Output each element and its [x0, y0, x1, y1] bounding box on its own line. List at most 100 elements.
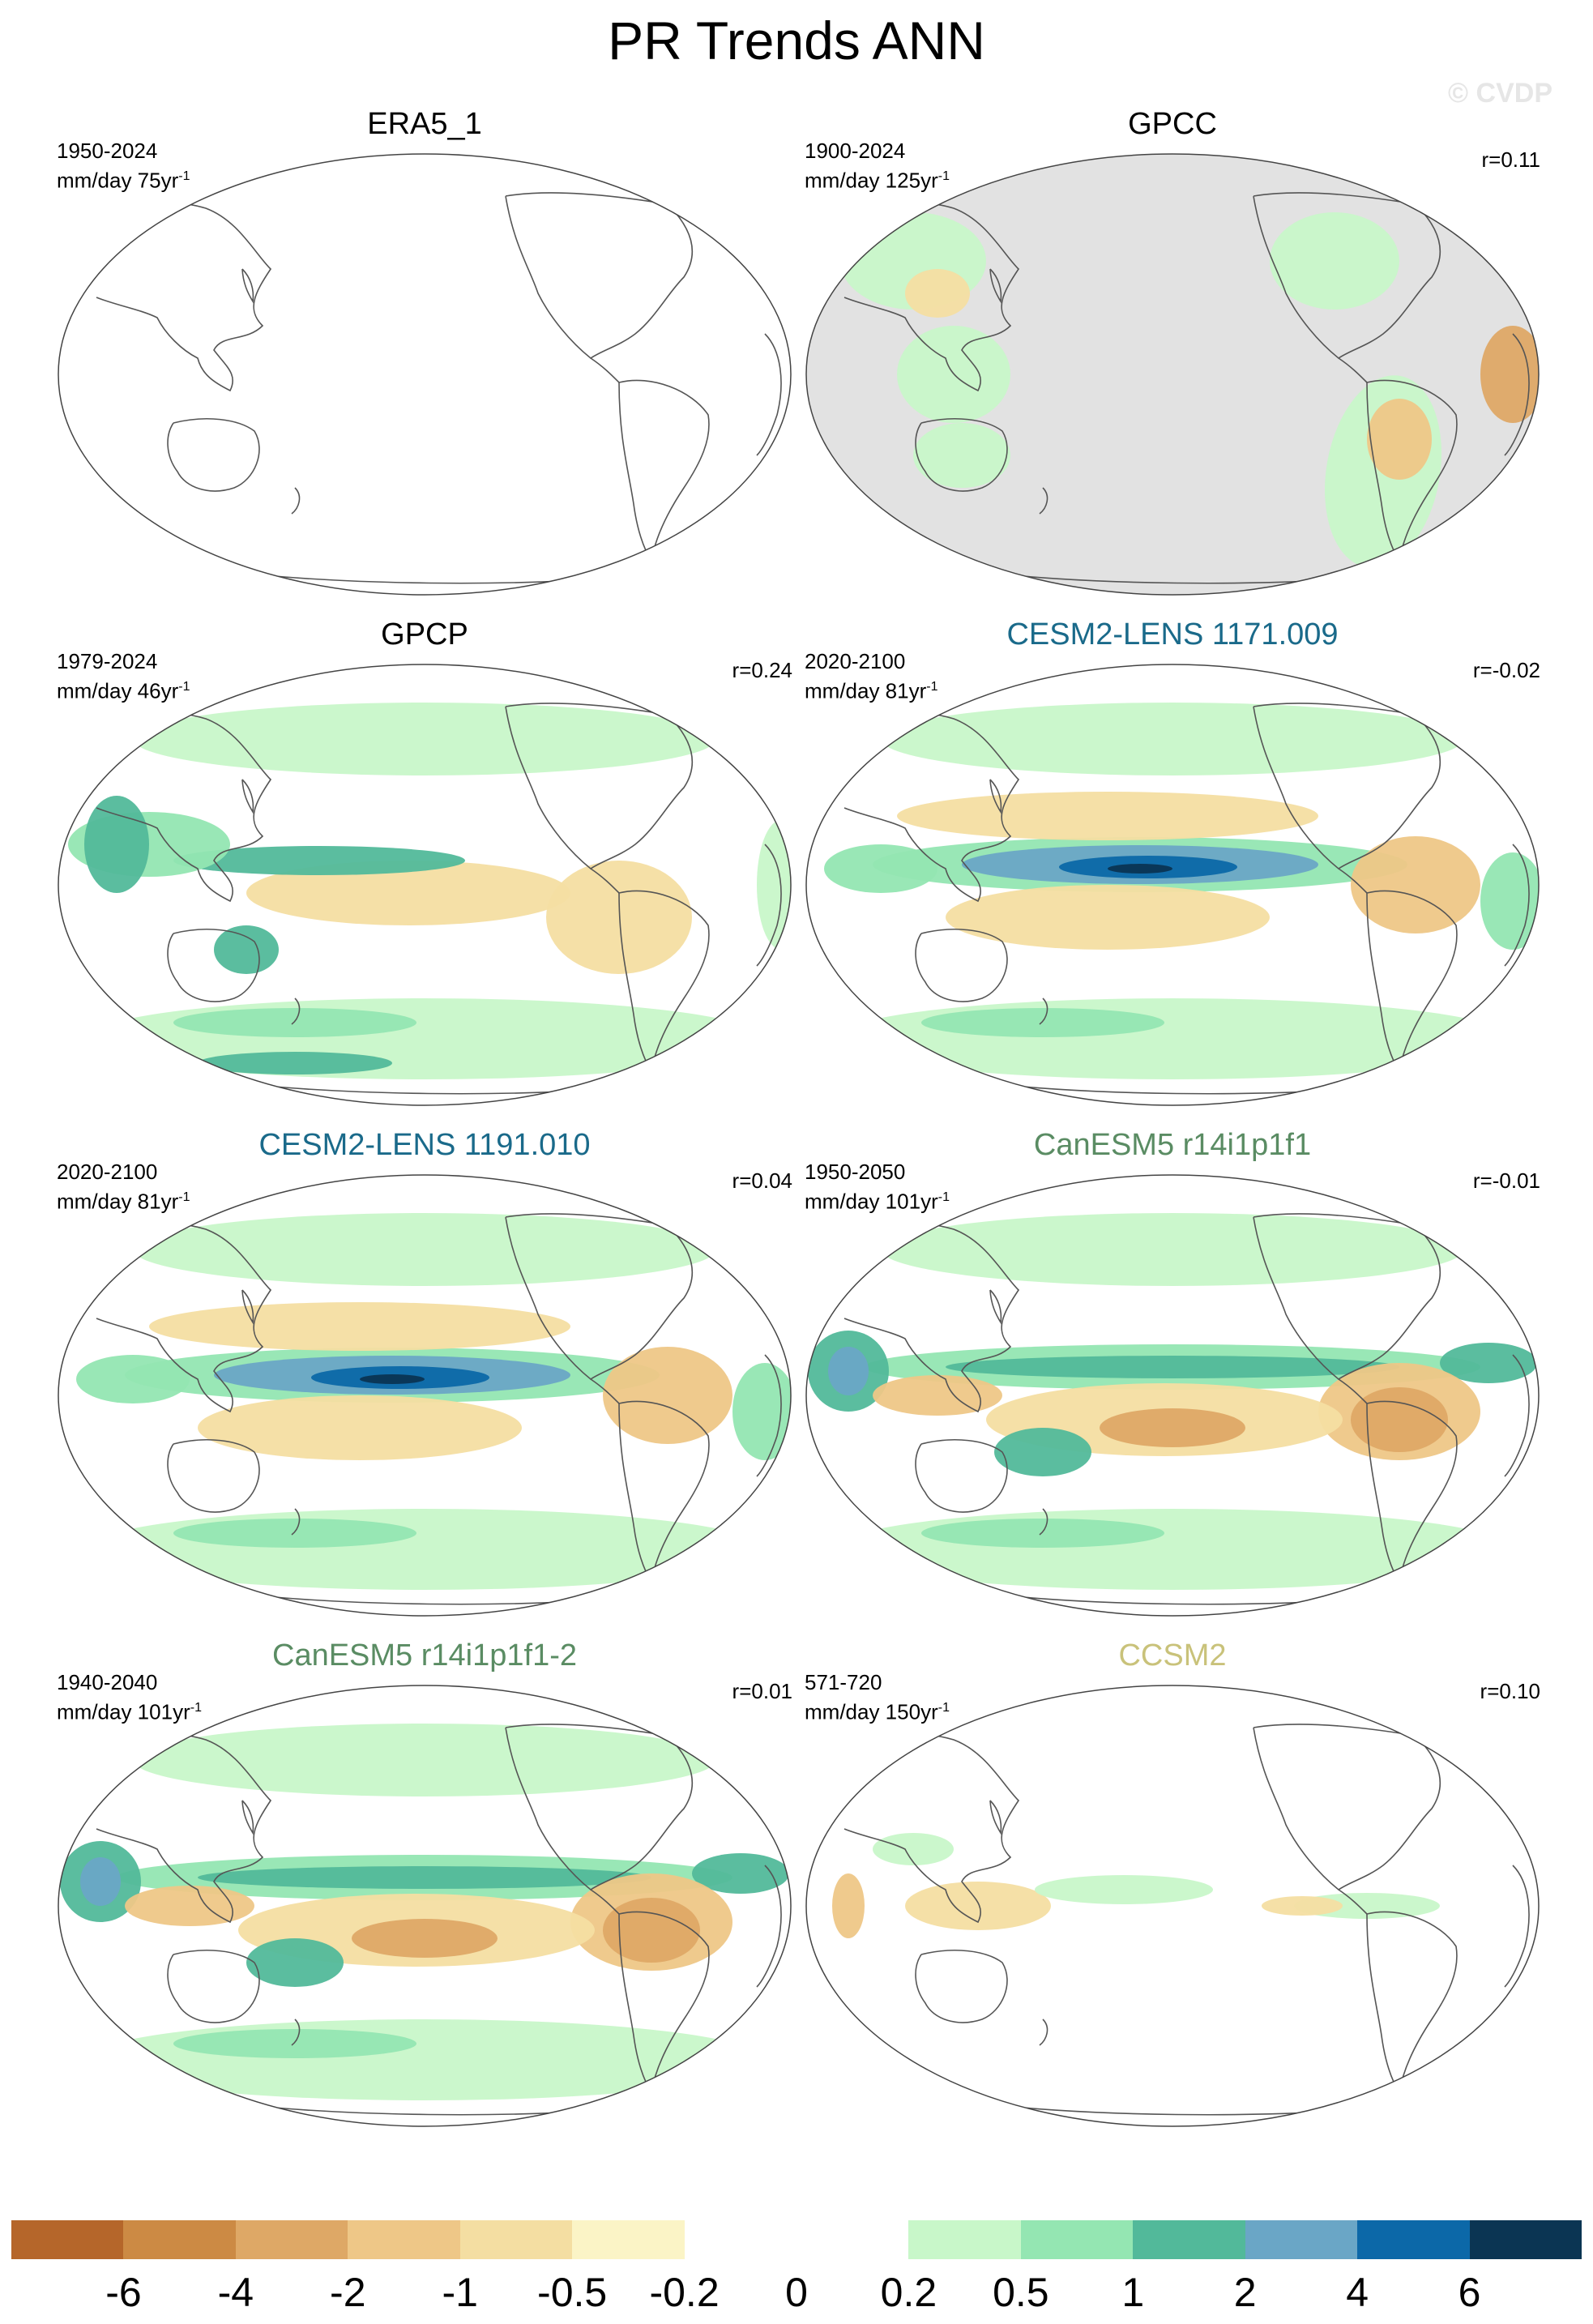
panel-units: mm/day 75yr-1 [57, 168, 190, 193]
pattern-correlation: r=-0.01 [1472, 1168, 1540, 1193]
coastline [505, 703, 694, 869]
coastline [715, 1206, 759, 1237]
precip-trend-region [832, 1509, 1513, 1590]
coastline [1253, 1213, 1441, 1380]
coastline [1463, 1716, 1507, 1748]
precip-trend-region [832, 1873, 865, 1938]
coastline [1253, 192, 1441, 359]
world-map [58, 1685, 792, 2127]
coastline [167, 929, 260, 1002]
precip-trend-region [246, 861, 570, 925]
coastline [715, 695, 759, 727]
precip-trend-region [125, 1886, 254, 1926]
world-map [58, 153, 792, 596]
coastline [1039, 1508, 1048, 1536]
precip-trend-region [603, 1898, 700, 1963]
precip-trend-region [692, 1853, 789, 1894]
panel-title: CCSM2 [1118, 1638, 1227, 1673]
coastline [1366, 890, 1458, 1074]
precip-trend-region [1440, 1343, 1537, 1383]
precip-trend-region [352, 1919, 498, 1958]
coastline [167, 418, 260, 492]
colorbar-tick-label: 4 [1346, 2270, 1369, 2315]
colorbar-tick-label: -6 [105, 2270, 142, 2315]
pattern-correlation: r=0.24 [732, 658, 792, 682]
panel-title: CanESM5 r14i1p1f1-2 [272, 1638, 577, 1673]
coastline [1463, 185, 1507, 216]
colorbar-swatch [1020, 2220, 1134, 2259]
colorbar-tick-label: -0.5 [537, 2270, 608, 2315]
coastline [1504, 844, 1530, 967]
map-frame [58, 664, 792, 1106]
precip-trend-region [214, 925, 279, 974]
coastline [83, 712, 272, 903]
coastline [291, 2019, 301, 2046]
coastline [1366, 1911, 1458, 2095]
panel-units: mm/day 81yr-1 [805, 678, 938, 703]
map-panel: CESM2-LENS 1191.010 2020-2100 mm/day 81yr-… [52, 1128, 797, 1647]
colorbar-swatch [796, 2220, 909, 2259]
coastline [505, 192, 694, 359]
coastline [618, 1911, 710, 2095]
precip-trend-region [1270, 212, 1399, 310]
map-frame [805, 664, 1540, 1106]
colorbar-tick-label: -1 [442, 2270, 478, 2315]
panel-title: CanESM5 r14i1p1f1 [1033, 1128, 1312, 1162]
coastline [83, 202, 272, 392]
coastline [1504, 1354, 1530, 1477]
world-map [805, 1685, 1540, 2127]
panel-title: GPCC [1128, 107, 1217, 141]
colorbar-tick-label: -2 [330, 2270, 366, 2315]
precip-trend-region [76, 1355, 190, 1403]
panel-period: 1900-2024 [805, 139, 906, 163]
map-panel: GPCP 1979-2024 mm/day 46yr-1 r=0.24 [52, 617, 797, 1136]
precip-trend-region [1480, 852, 1539, 950]
map-frame [805, 1685, 1540, 2127]
pattern-correlation: r=0.01 [732, 1679, 792, 1703]
coastline [1039, 2019, 1048, 2046]
coastline [715, 185, 759, 216]
panel-period: 2020-2100 [805, 649, 906, 673]
coastline [831, 712, 1020, 903]
coastline [831, 1223, 1020, 1413]
precip-trend-region [149, 1302, 570, 1351]
precip-trend-region [80, 1857, 121, 1906]
world-map [805, 1174, 1540, 1617]
colorbar-swatch [348, 2220, 460, 2259]
coastline [618, 379, 710, 563]
coastline [291, 998, 301, 1025]
colorbar-swatch [572, 2220, 685, 2259]
map-frame [58, 153, 792, 596]
precip-trend-region [921, 1008, 1164, 1037]
watermark: © CVDP [1448, 78, 1552, 109]
precip-trend-region [897, 792, 1318, 840]
coastline [715, 1716, 759, 1748]
precip-trend-region [1035, 1875, 1213, 1904]
precip-trend-region [173, 1008, 416, 1037]
map-panel: CanESM5 r14i1p1f1 1950-2050 mm/day 101yr-1… [800, 1128, 1545, 1647]
colorbar-tick-label: -0.2 [649, 2270, 720, 2315]
coastline [1338, 1889, 1368, 1915]
precip-trend-region [873, 1833, 954, 1865]
colorbar-swatch [684, 2220, 796, 2259]
precip-trend-region [198, 1052, 392, 1074]
precip-trend-region [1480, 326, 1539, 423]
precip-trend-region [133, 1213, 716, 1286]
coastline [241, 1289, 254, 1325]
precip-trend-region [1351, 836, 1480, 933]
precip-trend-region [921, 1519, 1164, 1548]
colorbar [11, 2220, 1582, 2259]
precip-trend-region [133, 1724, 716, 1796]
coastline [756, 1354, 782, 1477]
colorbar-tick-label: 6 [1458, 2270, 1481, 2315]
map-panel: GPCC 1900-2024 mm/day 125yr-1 r=0.11 [800, 107, 1545, 626]
coastline [1338, 1378, 1368, 1404]
colorbar-tick-label: 2 [1233, 2270, 1257, 2315]
precip-trend-region [84, 2019, 765, 2100]
panel-period: 571-720 [805, 1670, 882, 1694]
coastline [291, 1508, 301, 1536]
coastline [831, 1733, 1020, 1924]
precip-trend-region [881, 703, 1464, 775]
precip-trend-region [1367, 399, 1432, 480]
map-frame [58, 1174, 792, 1617]
